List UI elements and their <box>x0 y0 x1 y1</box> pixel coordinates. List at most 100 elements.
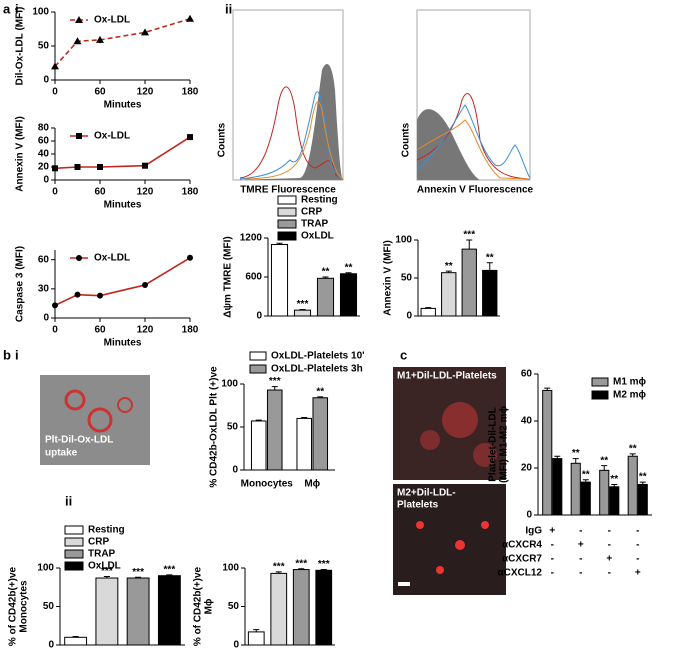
y-tick-label: 100 <box>32 7 49 18</box>
curve <box>416 104 531 179</box>
legend-label: Ox-LDL <box>94 15 130 26</box>
significance: *** <box>101 566 113 577</box>
axis-label: Annexin V Fluorescence <box>417 185 534 196</box>
x-tick-label: Monocytes <box>241 479 294 490</box>
legend-swatch <box>277 219 297 229</box>
bar <box>316 277 335 317</box>
y-tick-label: 40 <box>38 149 50 160</box>
significance: ** <box>600 455 608 466</box>
error-bar <box>320 569 327 571</box>
significance: *** <box>295 558 307 569</box>
error-bar <box>298 568 305 570</box>
y-tick-label: 0 <box>232 465 238 476</box>
table-cell: + <box>549 526 555 537</box>
significance: *** <box>164 565 176 576</box>
bar <box>95 577 119 646</box>
table-cell: - <box>636 526 639 537</box>
cell <box>473 443 497 467</box>
x-tick-label: 0 <box>52 187 58 198</box>
panel-label: ii <box>225 1 232 16</box>
panel-label: b <box>3 347 11 362</box>
error-bar <box>611 483 618 487</box>
cell <box>416 521 424 529</box>
legend-swatch <box>277 195 297 205</box>
bar <box>250 420 267 471</box>
legend-label: OxLDL-Platelets 10' <box>271 351 365 362</box>
error-bar <box>166 574 173 576</box>
curve <box>416 119 531 180</box>
legend-label: Ox-LDL <box>94 131 130 142</box>
y-axis-label: Caspase 3 (MFI) <box>15 246 26 322</box>
bar <box>482 269 498 317</box>
significance: *** <box>132 567 144 578</box>
table-cell: - <box>579 526 582 537</box>
table-cell: - <box>579 568 582 579</box>
legend-swatch <box>64 537 84 547</box>
y-axis-label: Annexin V (MFI) <box>383 240 394 316</box>
cell <box>87 407 113 433</box>
legend-label: Resting <box>301 195 338 206</box>
significance: ** <box>445 261 453 272</box>
x-tick-label: 180 <box>182 187 199 198</box>
bar <box>637 483 648 516</box>
table-row-label: αCXCR7 <box>502 554 542 565</box>
significance: *** <box>269 376 281 387</box>
scale-bar <box>398 582 410 586</box>
marker <box>142 281 148 288</box>
error-bar <box>466 239 473 250</box>
bar <box>126 577 150 646</box>
y-tick-label: 50 <box>38 41 50 52</box>
error-bar <box>255 419 262 421</box>
marker <box>52 302 58 309</box>
significance: *** <box>463 230 475 241</box>
table-cell: - <box>608 526 611 537</box>
line <box>54 257 191 307</box>
legend-marker <box>76 255 82 261</box>
bar <box>64 636 88 646</box>
error-bar <box>425 307 432 309</box>
table-cell: - <box>636 540 639 551</box>
y-tick-label: 0 <box>43 75 49 86</box>
table-cell: - <box>551 568 554 579</box>
table-row-label: αCXCL12 <box>498 568 543 579</box>
y-axis-label: Dil-Ox-LDL (MFI) <box>15 7 26 86</box>
error-bar <box>629 453 636 457</box>
significance: *** <box>297 299 309 310</box>
bar <box>296 417 313 471</box>
panel-label: c <box>400 347 407 362</box>
bar <box>627 455 638 516</box>
marker <box>74 291 81 298</box>
y-tick-label: 50 <box>43 601 55 612</box>
error-bar <box>276 242 283 245</box>
y-axis-label: Platelet-Dil-LDL <box>488 407 499 481</box>
legend-label: OxLDL <box>88 561 121 572</box>
error-bar <box>601 465 608 471</box>
x-tick-label: 120 <box>137 187 154 198</box>
x-tick-label: 120 <box>137 325 154 336</box>
y-tick-label: 50 <box>228 601 240 612</box>
y-tick-label: 30 <box>38 283 50 294</box>
bar <box>312 397 329 471</box>
panel-label: a <box>3 1 11 16</box>
y-tick-label: 0 <box>526 510 532 521</box>
table-cell: + <box>635 568 641 579</box>
micrograph: M2+Dil-LDL- Platelets <box>393 484 506 595</box>
error-bar <box>275 571 282 574</box>
x-axis-label: Minutes <box>104 338 142 349</box>
bar <box>570 462 581 516</box>
error-bar <box>317 396 324 398</box>
bar <box>266 389 283 471</box>
error-bar <box>445 270 452 273</box>
x-axis-label: Minutes <box>104 200 142 211</box>
bar <box>315 569 333 646</box>
panel-label: i <box>15 347 19 362</box>
bar <box>157 575 181 646</box>
error-bar <box>486 262 493 271</box>
curve <box>233 64 343 180</box>
error-bar <box>345 272 352 274</box>
y-tick-label: 40 <box>521 416 533 427</box>
legend-label: CRP <box>88 537 109 548</box>
y-axis-label: Mϕ <box>204 598 215 614</box>
curve <box>244 101 344 180</box>
y-tick-label: 0 <box>233 640 239 651</box>
